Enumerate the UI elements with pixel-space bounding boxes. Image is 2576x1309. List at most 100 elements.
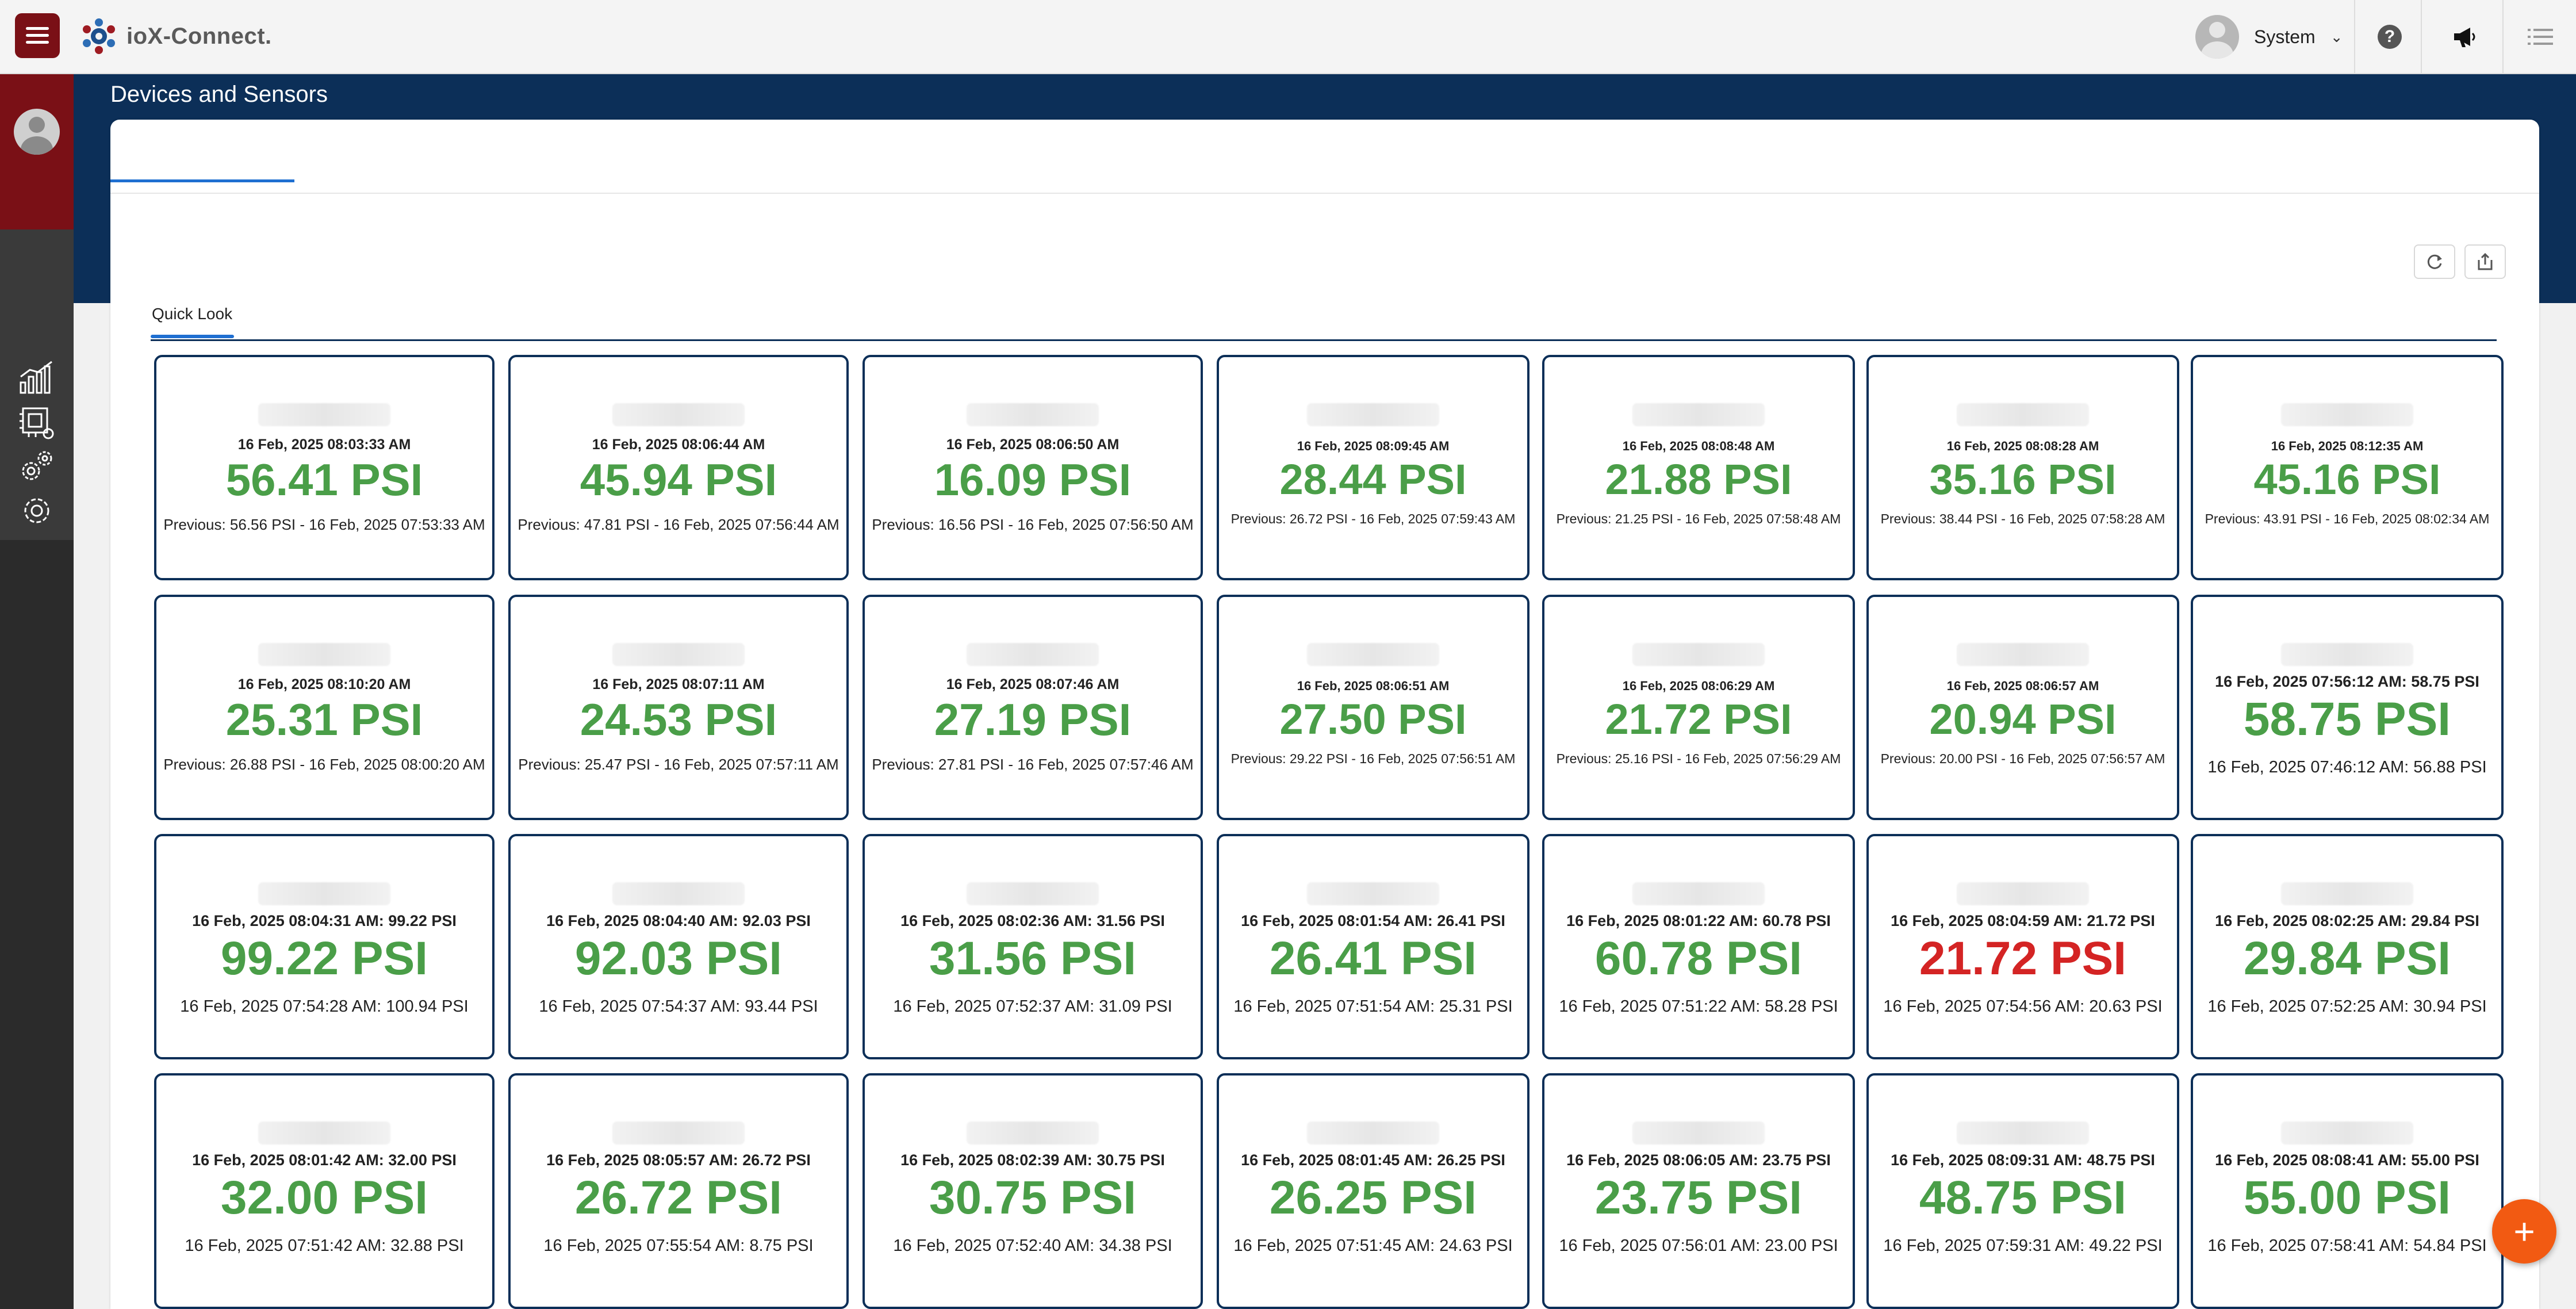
divider: [2502, 0, 2504, 73]
help-button[interactable]: ?: [2376, 23, 2404, 51]
sensor-timestamp: 16 Feb, 2025 08:02:25 AM: 29.84 PSI: [2215, 912, 2479, 929]
sensor-previous: Previous: 20.00 PSI - 16 Feb, 2025 07:56…: [1880, 751, 2165, 766]
sensor-value: 56.41 PSI: [225, 454, 423, 505]
sensor-previous: Previous: 21.25 PSI - 16 Feb, 2025 07:58…: [1556, 511, 1841, 526]
sensor-card[interactable]: 16 Feb, 2025 08:02:39 AM: 30.75 PSI 30.75…: [862, 1073, 1203, 1309]
announcements-button[interactable]: [2451, 23, 2478, 51]
sensor-previous: 16 Feb, 2025 07:52:40 AM: 34.38 PSI: [893, 1237, 1172, 1255]
sensor-card[interactable]: 16 Feb, 2025 08:06:51 AM 27.50 PSI Previou…: [1217, 595, 1529, 820]
sensor-name-redacted: [1632, 643, 1765, 666]
sensor-card[interactable]: 16 Feb, 2025 08:01:22 AM: 60.78 PSI 60.78…: [1542, 834, 1855, 1059]
sensor-value: 30.75 PSI: [929, 1172, 1137, 1224]
sensor-name-redacted: [258, 643, 390, 666]
sensor-card[interactable]: 16 Feb, 2025 08:10:20 AM 25.31 PSI Previou…: [154, 595, 494, 820]
sensor-name-redacted: [1307, 882, 1439, 905]
sensor-card[interactable]: 16 Feb, 2025 08:01:45 AM: 26.25 PSI 26.25…: [1217, 1073, 1529, 1309]
sensor-card[interactable]: 16 Feb, 2025 08:04:31 AM: 99.22 PSI 99.22…: [154, 834, 494, 1059]
sensor-timestamp: 16 Feb, 2025 08:08:41 AM: 55.00 PSI: [2215, 1151, 2479, 1169]
sensor-card[interactable]: 16 Feb, 2025 08:06:44 AM 45.94 PSI Previou…: [508, 355, 849, 580]
sensor-card[interactable]: 16 Feb, 2025 08:06:29 AM 21.72 PSI Previou…: [1542, 595, 1855, 820]
sensor-card[interactable]: 16 Feb, 2025 08:04:59 AM: 21.72 PSI 21.72…: [1866, 834, 2179, 1059]
sensor-previous: 16 Feb, 2025 07:51:45 AM: 24.63 PSI: [1233, 1237, 1513, 1255]
sensor-value: 45.16 PSI: [2253, 456, 2441, 503]
sensor-card[interactable]: 16 Feb, 2025 08:06:50 AM 16.09 PSI Previou…: [862, 355, 1203, 580]
sensor-card[interactable]: 16 Feb, 2025 08:08:48 AM 21.88 PSI Previou…: [1542, 355, 1855, 580]
sensor-card[interactable]: 16 Feb, 2025 08:09:45 AM 28.44 PSI Previou…: [1217, 355, 1529, 580]
page-title: Devices and Sensors: [110, 82, 328, 107]
sensor-timestamp: 16 Feb, 2025 07:56:12 AM: 58.75 PSI: [2215, 673, 2479, 690]
sensor-card[interactable]: 16 Feb, 2025 08:12:35 AM 45.16 PSI Previou…: [2191, 355, 2504, 580]
active-tab-indicator[interactable]: [110, 179, 294, 182]
settings-icon[interactable]: [18, 492, 55, 529]
avatar[interactable]: [14, 109, 60, 155]
sensor-card[interactable]: 16 Feb, 2025 08:04:40 AM: 92.03 PSI 92.03…: [508, 834, 849, 1059]
sensor-timestamp: 16 Feb, 2025 08:04:40 AM: 92.03 PSI: [546, 912, 811, 929]
export-button[interactable]: [2464, 244, 2506, 279]
sensor-card[interactable]: 16 Feb, 2025 08:08:28 AM 35.16 PSI Previou…: [1866, 355, 2179, 580]
menu-button[interactable]: [15, 13, 60, 58]
sensor-timestamp: 16 Feb, 2025 08:09:45 AM: [1297, 439, 1450, 453]
sensor-value: 23.75 PSI: [1594, 1172, 1803, 1224]
sensor-card[interactable]: 16 Feb, 2025 08:05:57 AM: 26.72 PSI 26.72…: [508, 1073, 849, 1309]
sensor-value: 24.53 PSI: [580, 694, 777, 745]
sensor-card[interactable]: 16 Feb, 2025 08:01:42 AM: 32.00 PSI 32.00…: [154, 1073, 494, 1309]
sensor-card[interactable]: 16 Feb, 2025 08:07:11 AM 24.53 PSI Previou…: [508, 595, 849, 820]
device-chip-icon[interactable]: [18, 404, 55, 441]
refresh-button[interactable]: [2414, 244, 2455, 279]
sensor-card[interactable]: 16 Feb, 2025 08:01:54 AM: 26.41 PSI 26.41…: [1217, 834, 1529, 1059]
sensor-card[interactable]: 16 Feb, 2025 08:08:41 AM: 55.00 PSI 55.00…: [2191, 1073, 2504, 1309]
sensor-timestamp: 16 Feb, 2025 08:04:59 AM: 21.72 PSI: [1891, 912, 2155, 929]
sensor-timestamp: 16 Feb, 2025 08:12:35 AM: [2271, 439, 2424, 453]
sensor-card[interactable]: 16 Feb, 2025 08:07:46 AM 27.19 PSI Previou…: [862, 595, 1203, 820]
sensor-value: 27.50 PSI: [1279, 695, 1467, 743]
tab-content-divider: [151, 339, 2497, 341]
quick-look-tab-indicator: [151, 335, 234, 338]
sensor-name-redacted: [612, 882, 745, 905]
sensor-card[interactable]: 16 Feb, 2025 08:02:36 AM: 31.56 PSI 31.56…: [862, 834, 1203, 1059]
sensor-previous: 16 Feb, 2025 07:54:28 AM: 100.94 PSI: [180, 997, 469, 1016]
sensor-value: 16.09 PSI: [934, 454, 1132, 505]
gears-icon[interactable]: [18, 448, 55, 485]
sensor-name-redacted: [612, 403, 745, 426]
sensor-timestamp: 16 Feb, 2025 08:06:51 AM: [1297, 679, 1450, 693]
sensor-card[interactable]: 16 Feb, 2025 08:06:05 AM: 23.75 PSI 23.75…: [1542, 1073, 1855, 1309]
sensor-previous: 16 Feb, 2025 07:55:54 AM: 8.75 PSI: [543, 1237, 814, 1255]
sensor-name-redacted: [1307, 403, 1439, 426]
sensor-timestamp: 16 Feb, 2025 08:07:46 AM: [946, 676, 1120, 692]
sensor-value: 45.94 PSI: [580, 454, 777, 505]
sensor-timestamp: 16 Feb, 2025 08:04:31 AM: 99.22 PSI: [192, 912, 457, 929]
tab-quick-look[interactable]: Quick Look: [152, 305, 233, 323]
sensor-card[interactable]: 16 Feb, 2025 08:06:57 AM 20.94 PSI Previou…: [1866, 595, 2179, 820]
sensor-value: 58.75 PSI: [2243, 693, 2451, 745]
list-button[interactable]: [2527, 23, 2554, 51]
sensor-name-redacted: [2281, 643, 2413, 666]
sensor-card[interactable]: 16 Feb, 2025 07:56:12 AM: 58.75 PSI 58.75…: [2191, 595, 2504, 820]
help-icon: ?: [2378, 25, 2402, 49]
app-logo[interactable]: ioX-Connect.: [79, 16, 272, 56]
sensor-previous: Previous: 25.16 PSI - 16 Feb, 2025 07:56…: [1556, 751, 1841, 766]
app-name: ioX-Connect.: [126, 23, 272, 49]
user-menu[interactable]: System ⌄: [2195, 14, 2343, 59]
sensor-value: 29.84 PSI: [2243, 932, 2451, 985]
add-button[interactable]: +: [2492, 1199, 2556, 1264]
sensor-value: 99.22 PSI: [220, 932, 428, 985]
sensor-name-redacted: [1632, 882, 1765, 905]
sensor-timestamp: 16 Feb, 2025 08:07:11 AM: [592, 676, 765, 692]
export-icon: [2478, 252, 2493, 270]
sensor-value: 32.00 PSI: [220, 1172, 428, 1224]
sensor-value: 27.19 PSI: [934, 694, 1132, 745]
divider: [2354, 0, 2355, 73]
sensor-previous: Previous: 25.47 PSI - 16 Feb, 2025 07:57…: [518, 756, 839, 773]
sensor-previous: Previous: 56.56 PSI - 16 Feb, 2025 07:53…: [163, 516, 485, 533]
sensor-name-redacted: [1307, 643, 1439, 666]
sensor-value: 28.44 PSI: [1279, 456, 1467, 503]
sensor-card[interactable]: 16 Feb, 2025 08:09:31 AM: 48.75 PSI 48.75…: [1866, 1073, 2179, 1309]
sensor-card[interactable]: 16 Feb, 2025 08:03:33 AM 56.41 PSI Previou…: [154, 355, 494, 580]
sensor-timestamp: 16 Feb, 2025 08:06:50 AM: [946, 437, 1120, 453]
sensor-card[interactable]: 16 Feb, 2025 08:02:25 AM: 29.84 PSI 29.84…: [2191, 834, 2504, 1059]
chart-icon[interactable]: [18, 359, 55, 396]
chevron-down-icon: ⌄: [2330, 28, 2343, 45]
sensor-timestamp: 16 Feb, 2025 08:01:54 AM: 26.41 PSI: [1241, 912, 1505, 929]
plus-icon: +: [2513, 1211, 2535, 1252]
sensor-name-redacted: [1632, 1122, 1765, 1145]
